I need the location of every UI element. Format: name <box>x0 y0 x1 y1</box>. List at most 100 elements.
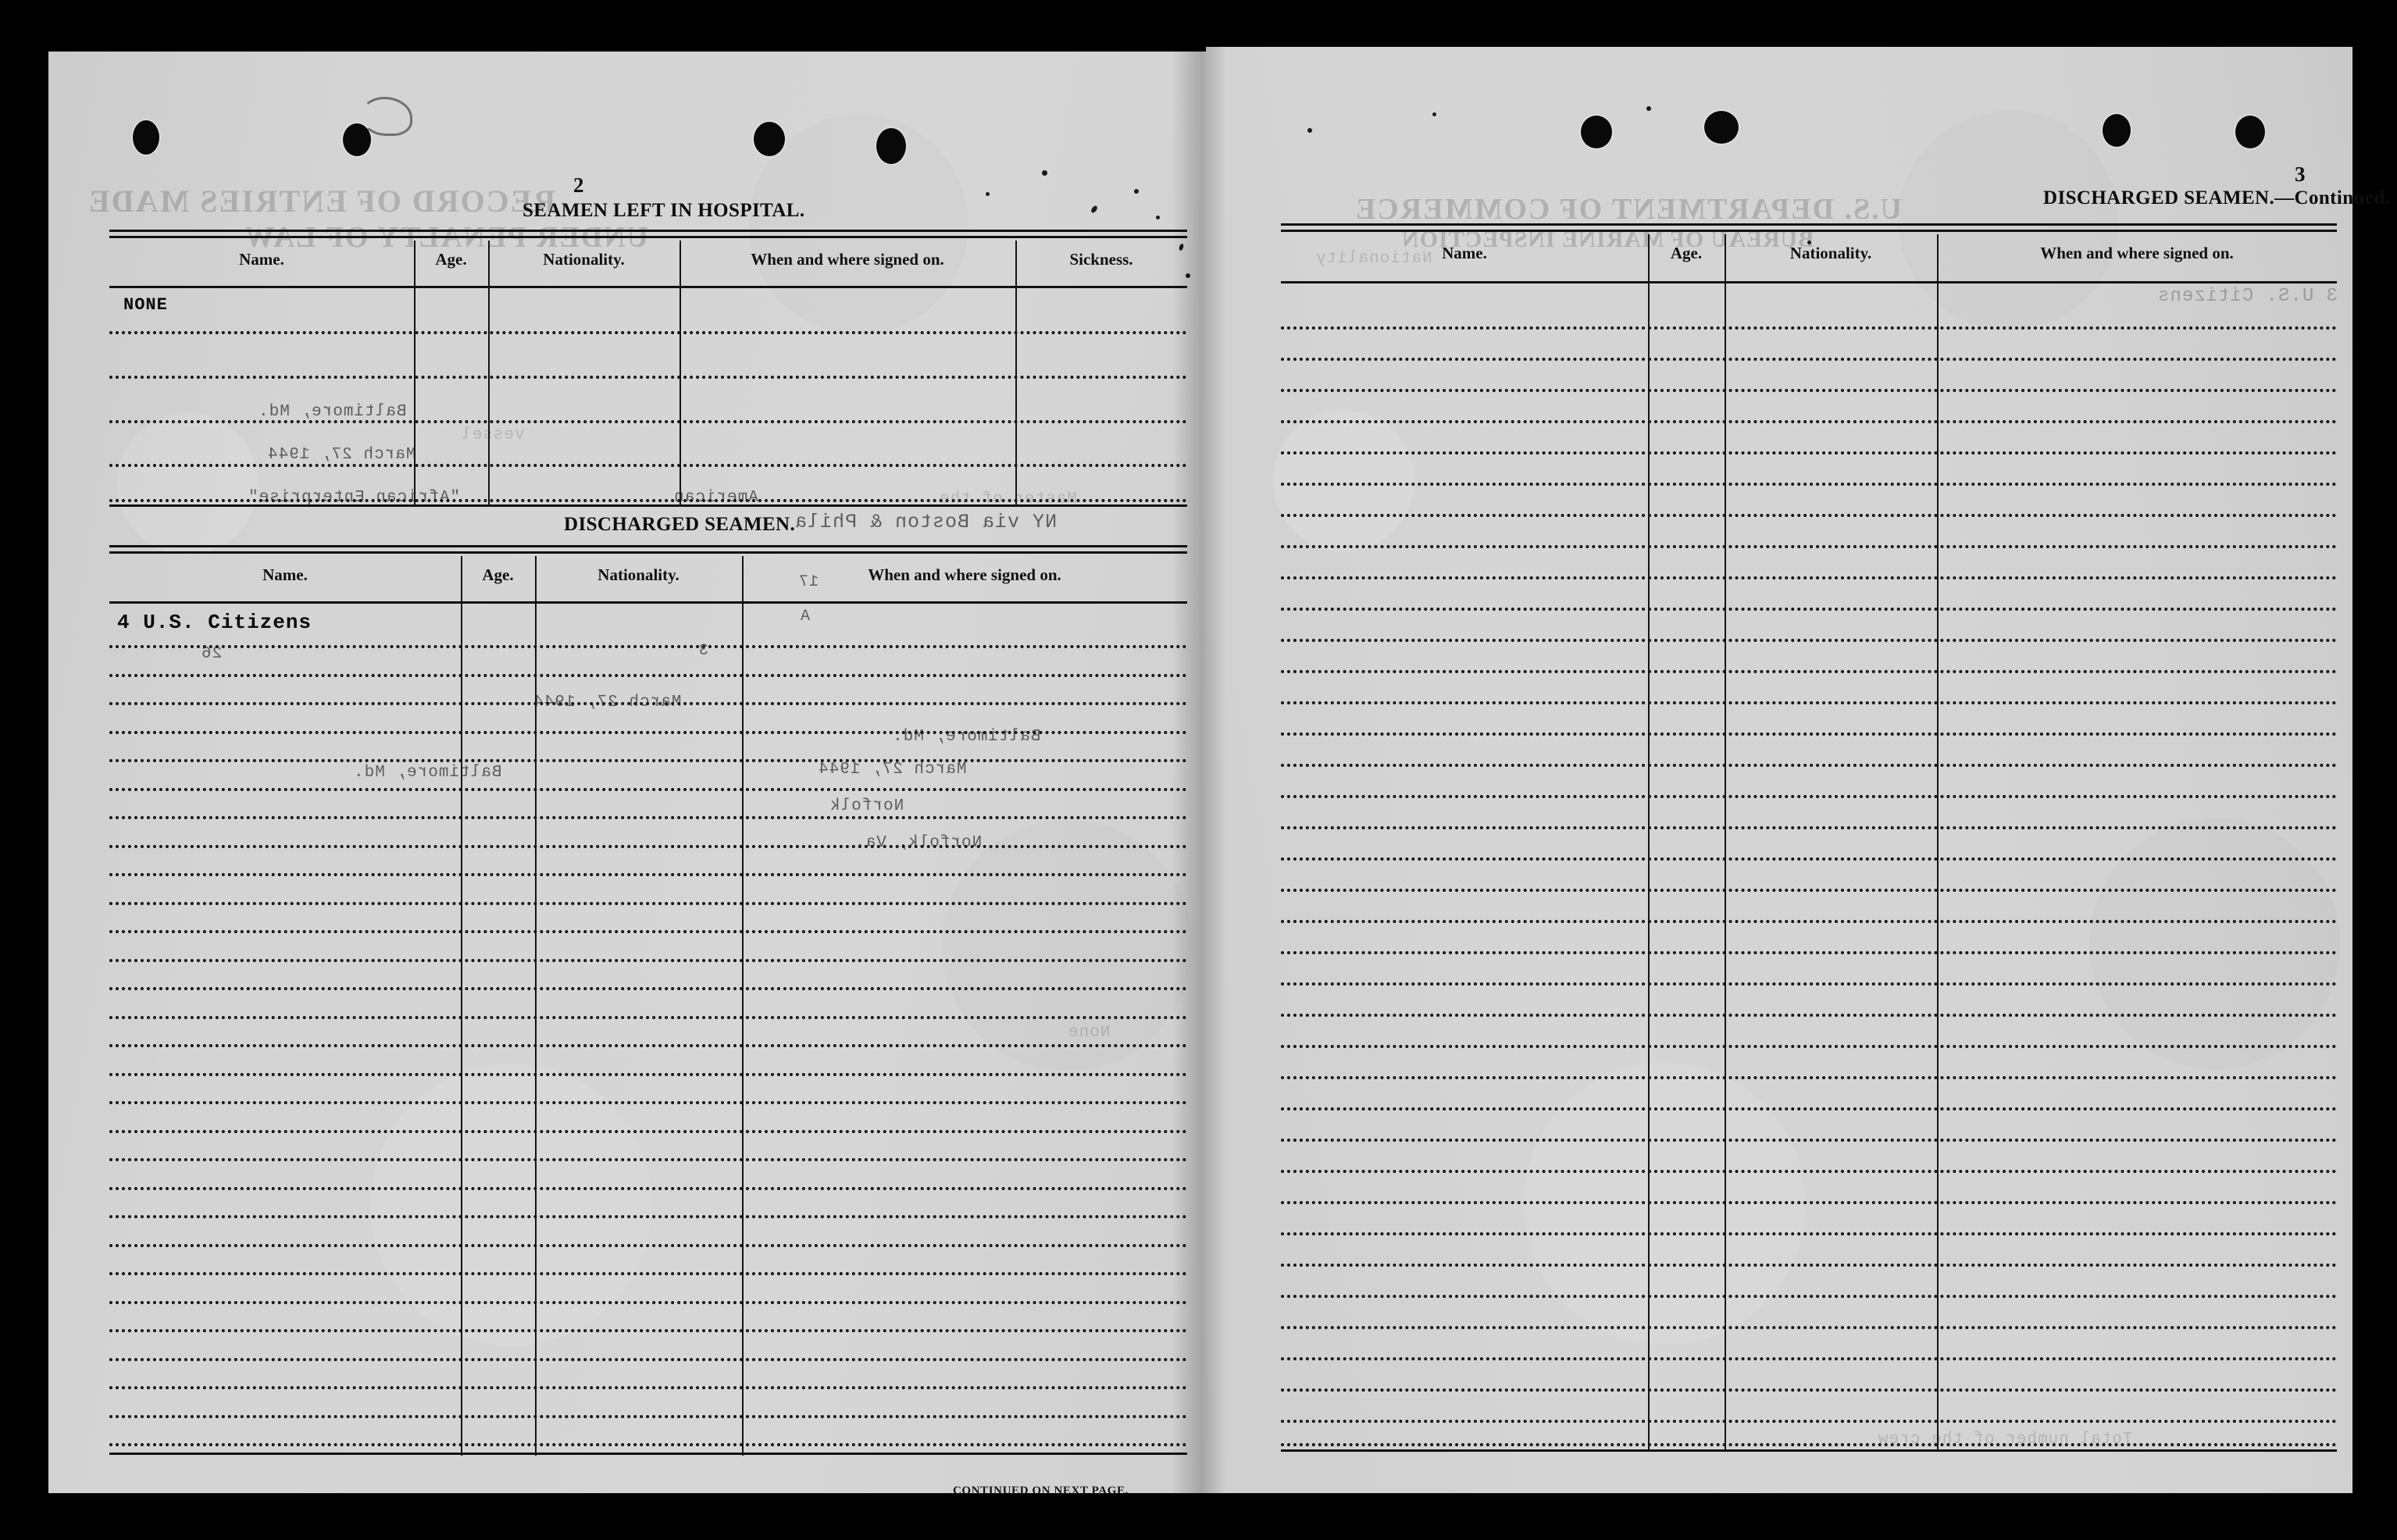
dust-speck <box>1186 273 1190 278</box>
table-row <box>1281 1139 2337 1142</box>
show-through-text: vessel <box>461 426 525 444</box>
table-row <box>1281 1420 2337 1423</box>
table-header-rule <box>109 601 1187 604</box>
table-row <box>1281 1264 2337 1267</box>
section-title-discharged-continued: DISCHARGED SEAMEN.—Continued. <box>2043 187 2391 209</box>
column-header-sickness: Sickness. <box>1069 250 1133 269</box>
punch-hole-icon <box>1704 111 1739 144</box>
dust-speck <box>1307 128 1312 133</box>
section-title-hospital: SEAMEN LEFT IN HOSPITAL. <box>523 200 805 221</box>
table-row <box>109 1443 1187 1446</box>
table-row <box>1281 920 2337 923</box>
page-number-left: 2 <box>573 173 584 197</box>
table-row <box>109 376 1187 379</box>
table-row <box>1281 764 2337 767</box>
column-divider <box>535 556 537 1456</box>
show-through-text: A <box>800 608 811 626</box>
ledger-page-left: RECORD OF ENTRIES MADE UNDER PENALTY OF … <box>48 52 1206 1497</box>
table-row <box>109 702 1187 705</box>
show-through-text: Total number of the crew <box>1878 1431 2133 1449</box>
table-discharged-seamen-left: Name. Age. Nationality. When and where s… <box>109 545 1187 1456</box>
table-row <box>1281 389 2337 392</box>
table-row <box>109 788 1187 791</box>
table-header-rule <box>109 286 1187 288</box>
table-row <box>109 1215 1187 1218</box>
column-divider <box>1725 234 1726 1449</box>
table-row <box>109 464 1187 467</box>
show-through-text: 3 <box>698 642 709 660</box>
continued-footer-note: CONTINUED ON NEXT PAGE. <box>953 1485 1129 1497</box>
table-row <box>1281 420 2337 423</box>
table-row <box>1281 1357 2337 1360</box>
table-bottom-rule <box>109 1453 1187 1455</box>
show-through-text: 17 <box>798 573 819 591</box>
column-divider <box>1937 234 1939 1449</box>
table-row <box>1281 733 2337 736</box>
table-bottom-rule <box>1281 1449 2337 1452</box>
dust-speck <box>1134 189 1139 194</box>
show-through-text: Baltimore, Md. <box>353 764 502 782</box>
table-row <box>1281 1201 2337 1204</box>
table-row <box>109 1130 1187 1133</box>
table-row <box>109 845 1187 848</box>
table-row <box>1281 795 2337 798</box>
table-row <box>109 645 1187 648</box>
column-divider <box>742 556 744 1456</box>
section-title-discharged: DISCHARGED SEAMEN. <box>564 514 796 535</box>
show-through-headline: RECORD OF ENTRIES MADE <box>87 184 556 219</box>
show-through-text: Baltimore, Md. <box>258 403 407 421</box>
punch-hole-icon <box>1581 116 1612 148</box>
show-through-text: Nationality <box>1315 250 1432 268</box>
dust-speck <box>1807 241 1811 244</box>
column-divider <box>1648 234 1650 1449</box>
show-through-text: Baltimore, Md. <box>892 728 1041 746</box>
column-divider <box>461 556 462 1456</box>
table-row <box>109 1244 1187 1247</box>
table-row <box>109 1358 1187 1361</box>
table-row <box>109 1158 1187 1161</box>
table-row <box>1281 670 2337 673</box>
show-through-text: Master of the <box>939 490 1077 508</box>
dust-speck <box>986 192 990 196</box>
table-row <box>109 499 1187 502</box>
column-header-nationality: Nationality. <box>543 250 625 269</box>
table-row <box>109 731 1187 734</box>
table-row <box>109 1415 1187 1418</box>
entry-value: NONE <box>123 295 168 315</box>
table-row <box>1281 1326 2337 1329</box>
column-header-name: Name. <box>262 565 308 584</box>
table-row <box>109 1016 1187 1019</box>
ledger-page-right: U.S. DEPARTMENT OF COMMERCE BUREAU OF MA… <box>1206 47 2390 1493</box>
table-row <box>1281 608 2337 611</box>
column-header-name: Name. <box>1442 244 1487 262</box>
punch-hole-icon <box>876 128 906 164</box>
punch-hole-icon <box>754 122 785 156</box>
table-row <box>1281 1045 2337 1048</box>
dust-speck <box>1432 112 1436 116</box>
table-row <box>109 1073 1187 1076</box>
table-row <box>109 1301 1187 1304</box>
entry-value: 4 U.S. Citizens <box>117 611 312 634</box>
table-seamen-left-in-hospital: Name. Age. Nationality. When and where s… <box>109 230 1187 507</box>
column-divider <box>1015 241 1017 504</box>
table-row <box>1281 1232 2337 1235</box>
punch-hole-icon <box>2235 116 2265 148</box>
table-row <box>109 1187 1187 1190</box>
table-row <box>109 1044 1187 1047</box>
table-row <box>1281 1170 2337 1173</box>
show-through-text: Norfolk <box>829 797 904 815</box>
table-row <box>1281 701 2337 704</box>
table-header-rule <box>1281 281 2337 283</box>
table-row <box>109 1386 1187 1389</box>
table-row <box>1281 326 2337 330</box>
dust-speck <box>1156 216 1160 219</box>
show-through-text: March 27, 1944 <box>533 693 682 711</box>
column-header-name: Name. <box>239 250 284 269</box>
column-header-nationality: Nationality. <box>597 565 680 584</box>
table-row <box>1281 1443 2337 1446</box>
table-discharged-seamen-right: Name. Age. Nationality. When and where s… <box>1281 223 2337 1452</box>
column-header-nationality: Nationality. <box>1789 244 1872 262</box>
table-row <box>109 1329 1187 1332</box>
table-row <box>109 987 1187 990</box>
